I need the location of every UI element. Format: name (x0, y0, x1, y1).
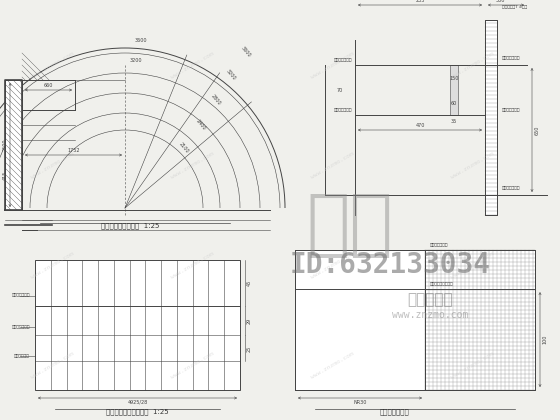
Text: www.znzmo.com: www.znzmo.com (30, 151, 74, 180)
Text: www.znzmo.com: www.znzmo.com (310, 51, 354, 80)
Bar (450, 65, 458, 115)
Text: www.znzmo.com: www.znzmo.com (450, 51, 494, 80)
Text: ID:632133034: ID:632133034 (290, 251, 491, 279)
Text: 35: 35 (451, 119, 457, 124)
Text: 大空调会人造石: 大空调会人造石 (334, 58, 352, 62)
Text: 服务吧台收口处: 服务吧台收口处 (502, 186, 520, 190)
Text: 水空调会人造板: 水空调会人造板 (502, 108, 520, 112)
Text: 大空调会人造石: 大空调会人造石 (430, 243, 449, 247)
Text: 4925/28: 4925/28 (127, 400, 148, 405)
Text: www.znzmo.com: www.znzmo.com (310, 351, 354, 380)
Text: 知未: 知未 (307, 191, 393, 260)
Text: www.znzmo.com: www.znzmo.com (30, 51, 74, 80)
Text: 知未资料库: 知未资料库 (407, 292, 453, 307)
Text: www.znzmo.com: www.znzmo.com (170, 51, 214, 80)
Text: 电器线管敏设与收口: 电器线管敏设与收口 (430, 282, 454, 286)
Text: 3200: 3200 (130, 58, 142, 63)
Text: 1752: 1752 (67, 148, 80, 153)
Text: 150: 150 (449, 76, 459, 81)
Text: www.znzmo.com: www.znzmo.com (170, 251, 214, 280)
Text: 2100: 2100 (178, 142, 190, 155)
Text: 235: 235 (416, 0, 424, 3)
Text: www.znzmo.com: www.znzmo.com (392, 310, 468, 320)
Text: 水空调会人造板: 水空调会人造板 (334, 108, 352, 112)
Text: 660: 660 (44, 83, 53, 88)
Text: 2800: 2800 (210, 94, 222, 106)
Text: 3600: 3600 (240, 46, 252, 58)
Text: 服务大厅吧台剖: 服务大厅吧台剖 (380, 408, 410, 415)
Text: 25: 25 (247, 345, 252, 352)
Text: 大空调会人造石: 大空调会人造石 (502, 56, 520, 60)
Text: 650: 650 (535, 125, 540, 135)
Text: www.znzmo.com: www.znzmo.com (450, 151, 494, 180)
Text: 有意装饰打T 4空管: 有意装饰打T 4空管 (502, 4, 527, 8)
Text: www.znzmo.com: www.znzmo.com (30, 351, 74, 380)
Bar (5, 80, 22, 210)
Bar (425, 250, 535, 390)
Text: 3200: 3200 (225, 68, 237, 81)
Text: 2400: 2400 (195, 118, 207, 131)
Text: 大空调会人造石: 大空调会人造石 (12, 294, 30, 297)
Text: www.znzmo.com: www.znzmo.com (30, 251, 74, 280)
Text: 100: 100 (542, 335, 547, 344)
Text: 电器线管敏设: 电器线管敏设 (14, 354, 30, 358)
Text: 470: 470 (416, 123, 424, 128)
Text: 服务大厅吧台平面图  1:25: 服务大厅吧台平面图 1:25 (101, 222, 159, 228)
Text: 3600: 3600 (135, 38, 147, 43)
Text: 70: 70 (337, 87, 343, 92)
Text: www.znzmo.com: www.znzmo.com (310, 151, 354, 180)
Text: 2500: 2500 (3, 139, 8, 151)
Text: 300: 300 (495, 0, 505, 3)
Text: www.znzmo.com: www.znzmo.com (170, 151, 214, 180)
Text: www.znzmo.com: www.znzmo.com (170, 351, 214, 380)
Text: 415: 415 (3, 171, 8, 180)
Text: www.znzmo.com: www.znzmo.com (450, 251, 494, 280)
Text: 水空调会人造板: 水空调会人造板 (12, 326, 30, 329)
Text: NR30: NR30 (353, 400, 367, 405)
Text: 60: 60 (451, 101, 457, 106)
Bar (485, 20, 497, 215)
Bar (295, 250, 425, 390)
Text: 29: 29 (247, 318, 252, 323)
Text: 45: 45 (247, 280, 252, 286)
Text: 服务大厅吧台正立面图  1:25: 服务大厅吧台正立面图 1:25 (106, 408, 169, 415)
Bar (35, 260, 240, 390)
Text: www.znzmo.com: www.znzmo.com (310, 251, 354, 280)
Text: www.znzmo.com: www.znzmo.com (450, 351, 494, 380)
